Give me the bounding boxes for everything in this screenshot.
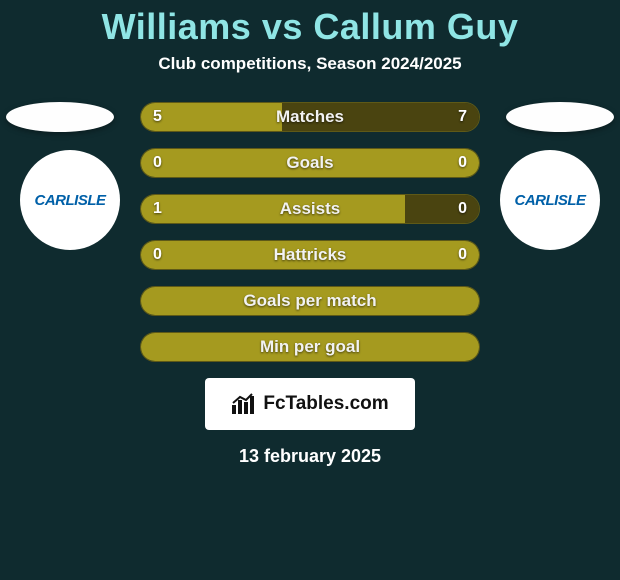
fctables-logo: FcTables.com: [205, 378, 415, 430]
stat-bar: Matches57: [140, 102, 480, 132]
stat-bar-left-fill: [141, 287, 479, 315]
comparison-chart: CARLISLE CARLISLE Matches57 Goals00 Assist…: [0, 102, 620, 467]
stat-bar-left-fill: [141, 195, 405, 223]
stat-bar-right-fill: [405, 195, 479, 223]
stat-bar-left-fill: [141, 149, 479, 177]
page-title: Williams vs Callum Guy: [0, 0, 620, 48]
stat-bar: Hattricks00: [140, 240, 480, 270]
stat-bar: Min per goal: [140, 332, 480, 362]
club-logo-right-label: CARLISLE: [515, 192, 586, 209]
subtitle: Club competitions, Season 2024/2025: [0, 54, 620, 74]
stat-bar: Assists10: [140, 194, 480, 224]
footer-date: 13 february 2025: [0, 446, 620, 467]
club-logo-right: CARLISLE: [500, 150, 600, 250]
stat-bar: Goals per match: [140, 286, 480, 316]
player-avatar-placeholder-left: [6, 102, 114, 132]
player-avatar-placeholder-right: [506, 102, 614, 132]
stat-bar-left-fill: [141, 241, 479, 269]
fctables-icon: [231, 393, 257, 415]
stat-bars: Matches57 Goals00 Assists10 Hattricks00 Goal…: [140, 102, 480, 362]
stat-bar: Goals00: [140, 148, 480, 178]
club-logo-left: CARLISLE: [20, 150, 120, 250]
stat-bar-right-fill: [282, 103, 479, 131]
fctables-label: FcTables.com: [263, 393, 388, 415]
stat-bar-left-fill: [141, 103, 282, 131]
club-logo-left-label: CARLISLE: [35, 192, 106, 209]
stat-bar-left-fill: [141, 333, 479, 361]
